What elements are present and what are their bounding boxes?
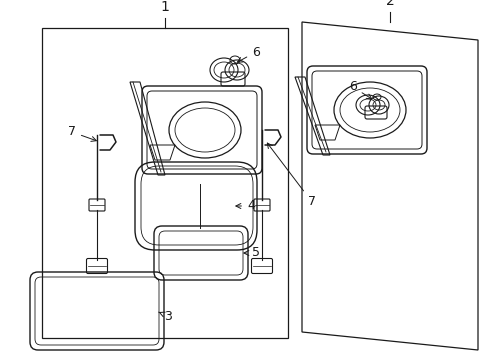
- Text: 1: 1: [160, 0, 169, 14]
- Text: 3: 3: [158, 310, 171, 323]
- Text: 4: 4: [235, 199, 254, 212]
- Text: 6: 6: [237, 45, 259, 62]
- Text: 2: 2: [385, 0, 393, 8]
- Text: 5: 5: [244, 247, 260, 260]
- Text: 6: 6: [348, 81, 371, 99]
- Text: 7: 7: [267, 143, 315, 208]
- Text: 7: 7: [68, 126, 96, 141]
- Bar: [42, 28, 287, 338]
